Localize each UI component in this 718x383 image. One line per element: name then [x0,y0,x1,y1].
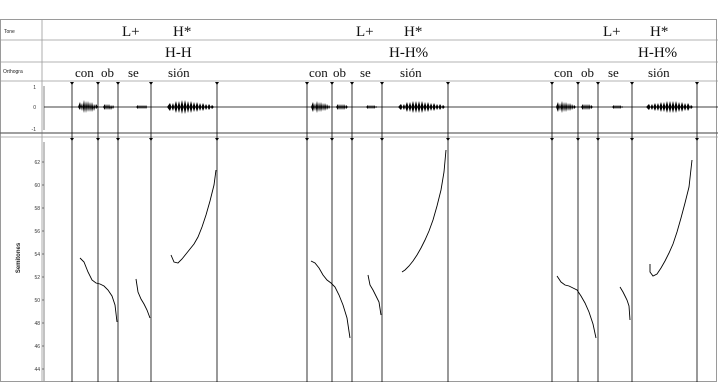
panel-2: L+ H* H-H% con ob se sión [305,24,450,382]
boundary-lines [551,82,698,382]
tone-L-plus: L+ [122,24,140,40]
pitch-tick-label: 54 [34,252,40,258]
pitch-tick-label: 48 [34,321,40,327]
syllable-ob: ob [101,65,114,80]
pitch-tick-label: 44 [34,367,40,373]
waveform-tick-top: 1 [33,85,36,91]
tone-boundary: H-H [165,45,192,61]
syllable-se: se [608,65,619,80]
pitch-contour-3 [649,159,693,277]
figure-frame [0,19,717,382]
pitch-contour-2 [367,274,382,316]
syllable-con: con [309,65,328,80]
pitch-tick-label: 58 [34,206,40,212]
syllable-con: con [75,65,94,80]
pitch-contour-1 [79,257,118,323]
pitch-axis-title: Semitones [16,242,22,273]
pitch-contour-3 [170,169,217,264]
boundary-markers [305,82,450,141]
tone-H-star: H* [173,24,191,40]
ortho-tier-label: Orthogra [3,69,23,75]
panel-1: L+ H* H-H con ob se sión [70,24,219,382]
pitch-tick-label: 60 [34,183,40,189]
syllable-sion: sión [168,65,190,80]
waveform [556,101,693,113]
pitch-contour-1 [310,260,351,339]
pitch-tick-label: 52 [34,275,40,281]
waveform [311,101,445,113]
pitch-contour-2 [135,278,151,319]
pitch-contour-3 [401,149,447,273]
syllable-sion: sión [400,65,422,80]
waveform-tick-bottom: -1 [32,127,37,133]
tone-boundary: H-H% [389,45,428,61]
pitch-axis-ticks: 62 60 58 56 54 52 50 48 46 44 [34,160,44,373]
syllable-con: con [554,65,573,80]
pitch-contour-1 [556,275,597,339]
pitch-tick-label: 46 [34,344,40,350]
tone-H-star: H* [404,24,422,40]
boundary-lines [71,82,218,382]
pitch-tick-label: 62 [34,160,40,166]
panel-3: L+ H* H-H% con ob se sión [550,24,699,382]
syllable-se: se [360,65,371,80]
tone-tier-label: Tone [4,29,15,35]
tone-L-plus: L+ [356,24,374,40]
syllable-ob: ob [333,65,346,80]
boundary-markers [70,82,219,141]
pitch-contour-2 [619,286,631,321]
syllable-sion: sión [648,65,670,80]
tone-boundary: H-H% [638,45,677,61]
waveform-tick-zero: 0 [33,105,36,111]
tone-H-star: H* [650,24,668,40]
boundary-lines [306,82,449,382]
syllable-se: se [128,65,139,80]
boundary-markers [550,82,699,141]
waveform [78,100,214,114]
syllable-ob: ob [581,65,594,80]
pitch-tick-label: 56 [34,229,40,235]
tone-L-plus: L+ [603,24,621,40]
pitch-tick-label: 50 [34,298,40,304]
